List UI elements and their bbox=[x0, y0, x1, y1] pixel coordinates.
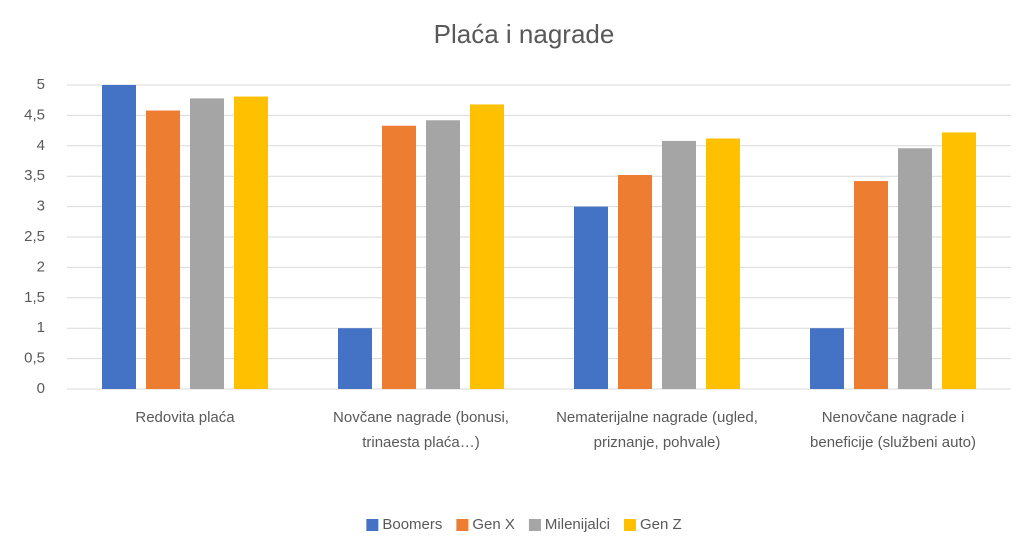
y-tick-label: 0 bbox=[37, 380, 45, 397]
bar bbox=[706, 138, 740, 389]
legend-swatch bbox=[623, 519, 636, 531]
legend-label: Gen X bbox=[472, 516, 515, 533]
legend-swatch bbox=[366, 519, 379, 531]
bar bbox=[574, 206, 608, 389]
y-tick-label: 3,5 bbox=[24, 167, 45, 184]
bar bbox=[146, 110, 180, 389]
bar bbox=[898, 148, 932, 389]
x-tick-label-box: Nenovčane nagrade i beneficije (službeni… bbox=[810, 409, 976, 451]
y-tick-label: 4,5 bbox=[24, 106, 45, 123]
x-tick-label-box: Novčane nagrade (bonusi, trinaesta plaća… bbox=[333, 409, 509, 451]
y-tick-label: 3 bbox=[37, 198, 45, 215]
bar bbox=[190, 98, 224, 389]
bar bbox=[942, 132, 976, 389]
bar bbox=[234, 96, 268, 389]
y-tick-label: 4 bbox=[37, 137, 45, 154]
bar bbox=[854, 181, 888, 389]
x-tick-label-box: Redovita plaća bbox=[135, 409, 235, 426]
legend-swatch bbox=[528, 519, 541, 531]
bar bbox=[810, 328, 844, 389]
bar bbox=[338, 328, 372, 389]
x-tick-label-box: Nematerijalne nagrade (ugled, priznanje,… bbox=[556, 409, 758, 451]
chart-title: Plaća i nagrade bbox=[434, 19, 615, 49]
legend-label: Boomers bbox=[382, 516, 442, 533]
legend-label: Gen Z bbox=[640, 516, 682, 533]
y-tick-label: 0,5 bbox=[24, 350, 45, 367]
y-tick-label: 5 bbox=[37, 76, 45, 93]
bar bbox=[426, 120, 460, 389]
x-tick-label: Redovita plaća bbox=[135, 409, 235, 426]
y-tick-label: 2,5 bbox=[24, 228, 45, 245]
bar bbox=[102, 85, 136, 389]
x-tick-label: Novčane nagrade (bonusi, trinaesta plaća… bbox=[333, 409, 509, 451]
legend-swatch bbox=[456, 519, 469, 531]
y-tick-label: 1 bbox=[37, 319, 45, 336]
bar bbox=[382, 125, 416, 390]
legend: Boomers Gen X Milenijalci Gen Z bbox=[366, 516, 682, 533]
y-tick-label: 1,5 bbox=[24, 289, 45, 306]
bar bbox=[662, 140, 696, 389]
x-tick-label: Nenovčane nagrade i beneficije (službeni… bbox=[810, 409, 976, 451]
x-tick-label: Nematerijalne nagrade (ugled, priznanje,… bbox=[556, 409, 758, 451]
y-tick-label: 2 bbox=[37, 258, 45, 275]
bar bbox=[618, 174, 652, 389]
bar bbox=[470, 104, 504, 390]
legend-label: Milenijalci bbox=[545, 516, 610, 533]
